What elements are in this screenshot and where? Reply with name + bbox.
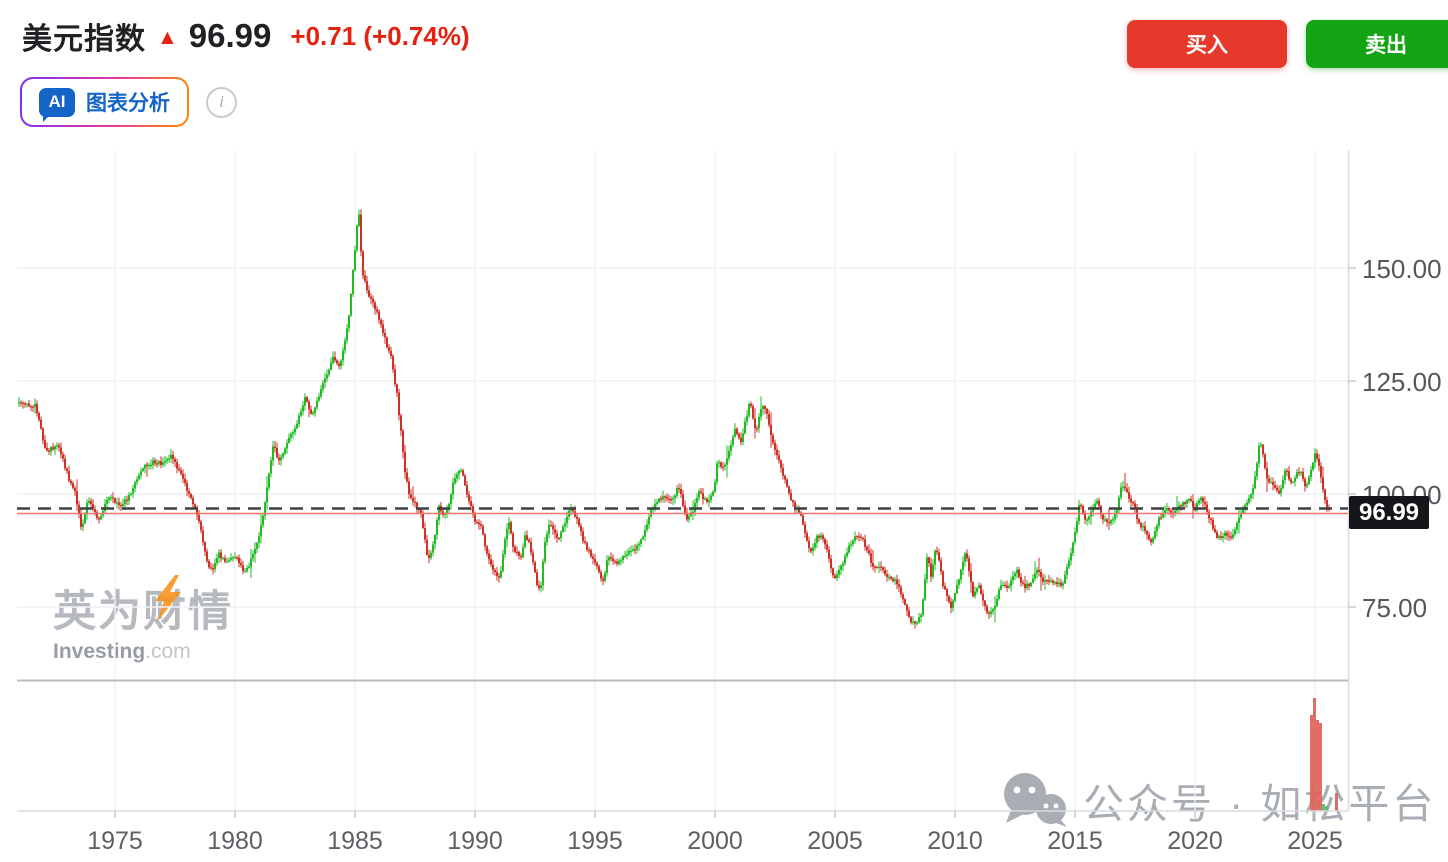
- x-axis-label: 2005: [807, 827, 863, 855]
- x-axis-label: 1975: [87, 827, 143, 855]
- price-change: +0.71 (+0.74%): [290, 20, 470, 51]
- investing-watermark: 英为财情 Investing.com: [53, 575, 233, 664]
- x-axis-label: 2025: [1287, 827, 1343, 855]
- last-price: 96.99: [188, 17, 272, 54]
- ai-chart-analysis-button[interactable]: AI 图表分析: [20, 77, 189, 127]
- instrument-title: 美元指数: [22, 23, 146, 56]
- investing-watermark-en: Investing.com: [53, 640, 191, 663]
- volume-layer: [1310, 698, 1338, 811]
- x-axis-label: 2020: [1167, 827, 1223, 855]
- ai-toolbar: AI 图表分析 i: [20, 77, 237, 127]
- channel-watermark: 公众号 · 如松平台: [1000, 770, 1436, 830]
- wechat-icon: [1004, 773, 1067, 827]
- investing-watermark-cn: 英为财情: [53, 575, 233, 639]
- x-axis-label: 2010: [927, 827, 983, 855]
- investing-bolt-icon: [155, 575, 181, 622]
- x-axis-label: 1980: [207, 827, 263, 855]
- x-axis-label: 1995: [567, 827, 623, 855]
- ai-chart-analysis-label: 图表分析: [86, 92, 170, 115]
- overlay-layer: [17, 150, 1356, 818]
- grid-layer: [17, 150, 1348, 811]
- x-axis-label: 1990: [447, 827, 503, 855]
- buy-button[interactable]: 买入: [1127, 20, 1287, 68]
- x-axis-label: 1985: [327, 827, 383, 855]
- candle-layer: [18, 209, 1330, 629]
- y-axis-label: 125.00: [1362, 367, 1442, 397]
- info-icon[interactable]: i: [206, 86, 237, 118]
- ai-icon: AI: [39, 87, 75, 122]
- channel-watermark-text: 公众号 · 如松平台: [1083, 781, 1437, 827]
- y-axis-label: 75.00: [1362, 593, 1428, 623]
- y-axis-label: 150.00: [1362, 254, 1442, 284]
- x-axis-label: 2015: [1047, 827, 1103, 855]
- x-axis-label: 2000: [687, 827, 743, 855]
- sell-button[interactable]: 卖出: [1306, 20, 1448, 68]
- instrument-header: 美元指数 ▲ 96.99 +0.71 (+0.74%): [22, 14, 470, 58]
- arrow-up-icon: ▲: [157, 25, 178, 49]
- current-price-badge: 96.99: [1349, 496, 1429, 529]
